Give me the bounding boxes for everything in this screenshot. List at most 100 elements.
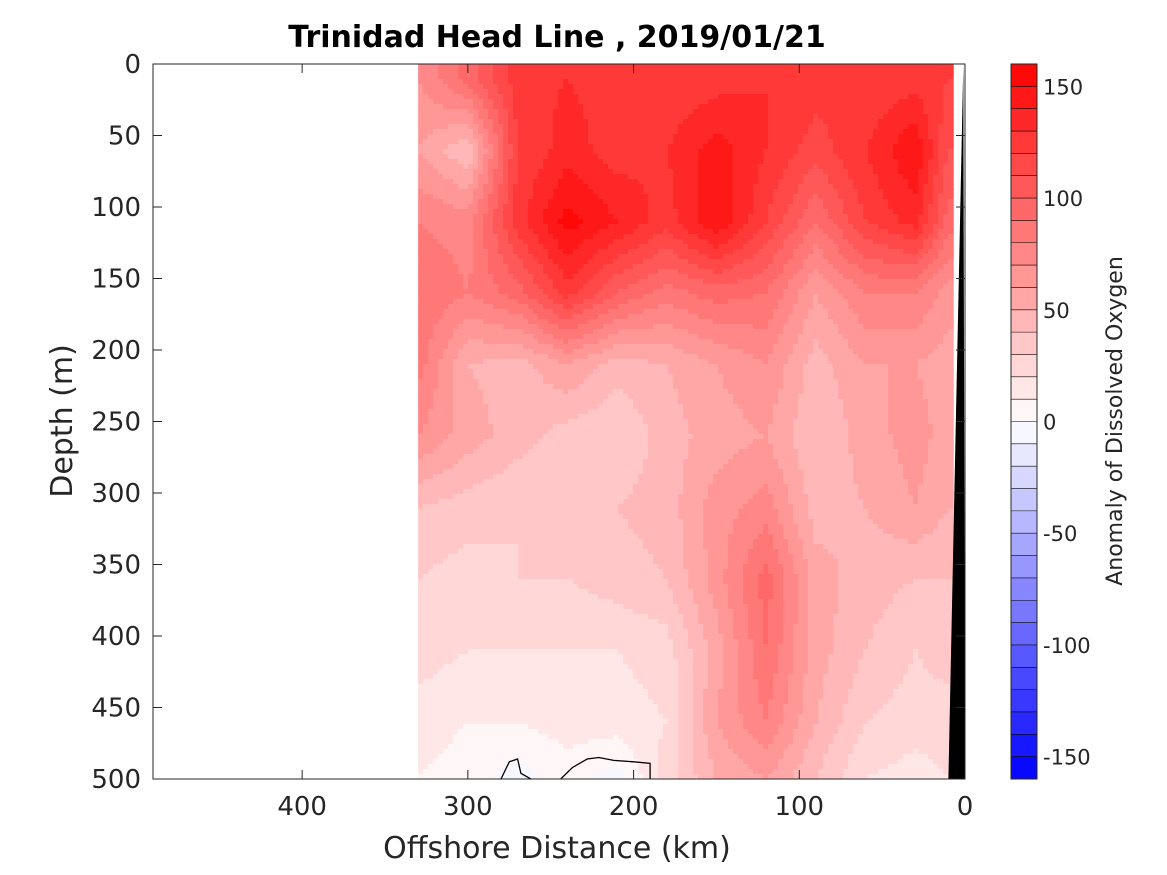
contour-cell — [928, 139, 934, 145]
contour-cell — [838, 179, 844, 185]
contour-cell — [483, 214, 489, 220]
contour-cell — [853, 224, 859, 230]
contour-cell — [873, 124, 879, 130]
contour-cell — [928, 194, 934, 200]
contour-cell — [638, 99, 644, 105]
contour-cell — [938, 124, 944, 130]
contour-cell — [933, 219, 939, 225]
contour-cell — [498, 139, 504, 145]
contour-cell — [933, 194, 939, 200]
contour-cell — [923, 254, 929, 260]
contour-cell — [448, 119, 454, 125]
contour-cell — [643, 274, 649, 280]
contour-cell — [753, 79, 759, 85]
contour-cell — [843, 214, 849, 220]
contour-cell — [698, 244, 704, 250]
contour-cell — [868, 199, 874, 205]
contour-cell — [793, 289, 799, 295]
contour-cell — [853, 159, 859, 165]
contour-cell — [738, 139, 744, 145]
contour-cell — [598, 89, 604, 95]
contour-cell — [768, 224, 774, 230]
contour-cell — [943, 259, 949, 265]
contour-cell — [828, 279, 834, 285]
contour-cell — [788, 269, 794, 275]
contour-cell — [598, 209, 604, 215]
contour-cell — [943, 74, 949, 80]
contour-cell — [548, 244, 554, 250]
contour-cell — [538, 139, 544, 145]
contour-cell — [573, 84, 579, 90]
contour-cell — [803, 64, 809, 70]
contour-cell — [843, 79, 849, 85]
contour-cell — [828, 204, 834, 210]
contour-cell — [443, 209, 449, 215]
contour-cell — [473, 64, 479, 70]
contour-cell — [468, 254, 474, 260]
contour-cell — [693, 284, 699, 290]
contour-cell — [928, 134, 934, 140]
contour-cell — [608, 154, 614, 160]
contour-cell — [578, 134, 584, 140]
contour-cell — [888, 109, 894, 115]
contour-cell — [673, 164, 679, 170]
contour-cell — [513, 69, 519, 75]
contour-cell — [438, 74, 444, 80]
contour-cell — [543, 69, 549, 75]
contour-cell — [738, 199, 744, 205]
contour-cell — [788, 134, 794, 140]
contour-cell — [503, 69, 509, 75]
contour-cell — [628, 154, 634, 160]
contour-cell — [663, 244, 669, 250]
contour-cell — [508, 254, 514, 260]
contour-cell — [898, 244, 904, 250]
contour-cell — [633, 119, 639, 125]
contour-cell — [688, 244, 694, 250]
contour-cell — [918, 189, 924, 195]
contour-cell — [678, 214, 684, 220]
contour-cell — [768, 244, 774, 250]
contour-cell — [678, 124, 684, 130]
contour-cell — [583, 254, 589, 260]
contour-cell — [698, 289, 704, 295]
contour-cell — [523, 179, 529, 185]
contour-cell — [718, 229, 724, 235]
contour-cell — [838, 224, 844, 230]
contour-cell — [918, 259, 924, 265]
contour-cell — [418, 144, 424, 150]
contour-cell — [513, 154, 519, 160]
contour-cell — [763, 254, 769, 260]
contour-cell — [448, 254, 454, 260]
contour-cell — [573, 244, 579, 250]
contour-cell — [773, 179, 779, 185]
contour-cell — [678, 194, 684, 200]
contour-cell — [793, 259, 799, 265]
contour-cell — [528, 269, 534, 275]
contour-cell — [448, 179, 454, 185]
contour-cell — [748, 234, 754, 240]
contour-cell — [818, 154, 824, 160]
contour-cell — [778, 109, 784, 115]
contour-cell — [853, 144, 859, 150]
contour-cell — [468, 99, 474, 105]
contour-cell — [728, 109, 734, 115]
contour-cell — [583, 224, 589, 230]
contour-cell — [463, 209, 469, 215]
contour-cell — [593, 169, 599, 175]
contour-cell — [523, 224, 529, 230]
contour-cell — [633, 159, 639, 165]
contour-cell — [693, 149, 699, 155]
contour-cell — [778, 234, 784, 240]
contour-cell — [428, 184, 434, 190]
contour-cell — [858, 204, 864, 210]
contour-cell — [753, 119, 759, 125]
contour-cell — [833, 219, 839, 225]
contour-cell — [633, 174, 639, 180]
contour-cell — [793, 219, 799, 225]
contour-cell — [883, 214, 889, 220]
contour-cell — [818, 184, 824, 190]
contour-cell — [683, 224, 689, 230]
contour-cell — [498, 219, 504, 225]
contour-cell — [843, 269, 849, 275]
contour-cell — [903, 124, 909, 130]
